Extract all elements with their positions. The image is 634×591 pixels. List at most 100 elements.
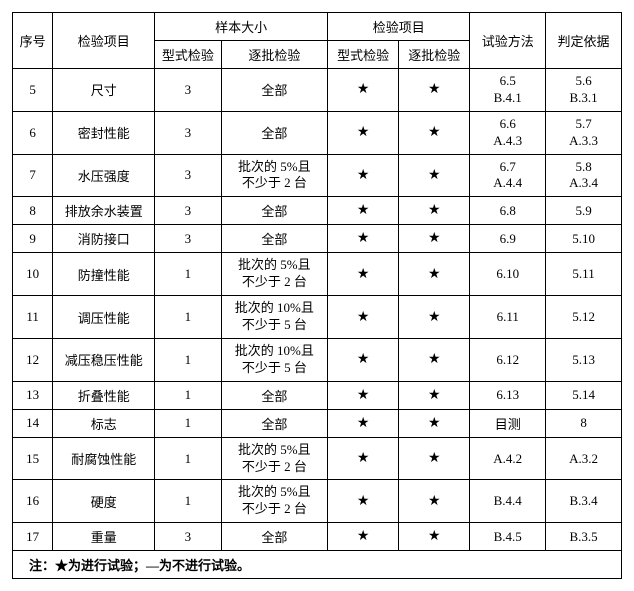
- cell-method: 目测: [470, 409, 546, 437]
- cell-basis: 5.10: [546, 225, 622, 253]
- table-row: 11调压性能1批次的 10%且不少于 5 台★★6.115.12: [13, 296, 622, 339]
- cell-method: 6.9: [470, 225, 546, 253]
- cell-ss-type: 1: [155, 338, 221, 381]
- table-row: 13折叠性能1全部★★6.135.14: [13, 381, 622, 409]
- cell-item: 减压稳压性能: [53, 338, 155, 381]
- th-seq: 序号: [13, 13, 53, 69]
- cell-ss-type: 1: [155, 253, 221, 296]
- cell-ss-type: 3: [155, 111, 221, 154]
- cell-ip-type: ★: [328, 197, 399, 225]
- cell-ip-type: ★: [328, 523, 399, 551]
- cell-seq: 6: [13, 111, 53, 154]
- cell-basis: 5.9: [546, 197, 622, 225]
- cell-ss-type: 3: [155, 225, 221, 253]
- table-header: 序号 检验项目 样本大小 检验项目 试验方法 判定依据 型式检验 逐批检验 型式…: [13, 13, 622, 69]
- cell-seq: 15: [13, 437, 53, 480]
- cell-ip-batch: ★: [399, 225, 470, 253]
- cell-ss-batch: 批次的 5%且不少于 2 台: [221, 154, 328, 197]
- cell-seq: 13: [13, 381, 53, 409]
- table-body: 5尺寸3全部★★6.5B.4.15.6B.3.16密封性能3全部★★6.6A.4…: [13, 69, 622, 551]
- cell-item: 耐腐蚀性能: [53, 437, 155, 480]
- cell-method: 6.5B.4.1: [470, 69, 546, 112]
- cell-seq: 17: [13, 523, 53, 551]
- cell-ss-type: 3: [155, 69, 221, 112]
- table-row: 10防撞性能1批次的 5%且不少于 2 台★★6.105.11: [13, 253, 622, 296]
- cell-ss-batch: 批次的 5%且不少于 2 台: [221, 437, 328, 480]
- cell-item: 硬度: [53, 480, 155, 523]
- cell-ip-type: ★: [328, 69, 399, 112]
- cell-ss-batch: 全部: [221, 523, 328, 551]
- cell-seq: 5: [13, 69, 53, 112]
- cell-seq: 14: [13, 409, 53, 437]
- cell-ss-type: 1: [155, 480, 221, 523]
- cell-ip-batch: ★: [399, 111, 470, 154]
- cell-seq: 12: [13, 338, 53, 381]
- cell-ss-batch: 批次的 5%且不少于 2 台: [221, 253, 328, 296]
- cell-seq: 7: [13, 154, 53, 197]
- cell-item: 尺寸: [53, 69, 155, 112]
- cell-ss-batch: 批次的 10%且不少于 5 台: [221, 338, 328, 381]
- cell-ip-type: ★: [328, 338, 399, 381]
- table-row: 15耐腐蚀性能1批次的 5%且不少于 2 台★★A.4.2A.3.2: [13, 437, 622, 480]
- th-ip-batch: 逐批检验: [399, 41, 470, 69]
- cell-ip-batch: ★: [399, 381, 470, 409]
- cell-ip-batch: ★: [399, 523, 470, 551]
- th-ip-type: 型式检验: [328, 41, 399, 69]
- cell-ip-type: ★: [328, 225, 399, 253]
- cell-item: 防撞性能: [53, 253, 155, 296]
- cell-item: 排放余水装置: [53, 197, 155, 225]
- cell-basis: 5.11: [546, 253, 622, 296]
- cell-ss-batch: 全部: [221, 69, 328, 112]
- cell-ss-batch: 批次的 5%且不少于 2 台: [221, 480, 328, 523]
- cell-basis: 5.13: [546, 338, 622, 381]
- table-row: 8排放余水装置3全部★★6.85.9: [13, 197, 622, 225]
- cell-ss-type: 1: [155, 296, 221, 339]
- cell-method: 6.12: [470, 338, 546, 381]
- cell-basis: B.3.5: [546, 523, 622, 551]
- cell-ip-type: ★: [328, 437, 399, 480]
- cell-method: 6.13: [470, 381, 546, 409]
- cell-ip-type: ★: [328, 381, 399, 409]
- cell-ip-batch: ★: [399, 253, 470, 296]
- note-text: 注：★为进行试验；—为不进行试验。: [13, 551, 622, 579]
- cell-ss-batch: 全部: [221, 225, 328, 253]
- cell-method: A.4.2: [470, 437, 546, 480]
- cell-item: 密封性能: [53, 111, 155, 154]
- cell-method: 6.11: [470, 296, 546, 339]
- table-row: 5尺寸3全部★★6.5B.4.15.6B.3.1: [13, 69, 622, 112]
- cell-item: 折叠性能: [53, 381, 155, 409]
- cell-basis: 5.6B.3.1: [546, 69, 622, 112]
- table-row: 16硬度1批次的 5%且不少于 2 台★★B.4.4B.3.4: [13, 480, 622, 523]
- cell-ss-type: 3: [155, 523, 221, 551]
- th-ss-type: 型式检验: [155, 41, 221, 69]
- th-sample-size: 样本大小: [155, 13, 328, 41]
- cell-ip-batch: ★: [399, 69, 470, 112]
- cell-basis: 5.14: [546, 381, 622, 409]
- th-ss-batch: 逐批检验: [221, 41, 328, 69]
- cell-basis: B.3.4: [546, 480, 622, 523]
- cell-seq: 8: [13, 197, 53, 225]
- note-row: 注：★为进行试验；—为不进行试验。: [13, 551, 622, 579]
- th-inspection: 检验项目: [328, 13, 470, 41]
- cell-ss-type: 3: [155, 154, 221, 197]
- cell-ip-type: ★: [328, 154, 399, 197]
- cell-seq: 16: [13, 480, 53, 523]
- cell-basis: 5.8A.3.4: [546, 154, 622, 197]
- cell-ss-type: 1: [155, 381, 221, 409]
- cell-item: 重量: [53, 523, 155, 551]
- inspection-table: 序号 检验项目 样本大小 检验项目 试验方法 判定依据 型式检验 逐批检验 型式…: [12, 12, 622, 579]
- cell-seq: 10: [13, 253, 53, 296]
- cell-method: B.4.5: [470, 523, 546, 551]
- cell-ss-batch: 全部: [221, 409, 328, 437]
- cell-ip-type: ★: [328, 253, 399, 296]
- cell-ss-batch: 全部: [221, 381, 328, 409]
- cell-ip-type: ★: [328, 480, 399, 523]
- cell-ss-batch: 批次的 10%且不少于 5 台: [221, 296, 328, 339]
- cell-item: 消防接口: [53, 225, 155, 253]
- cell-method: 6.6A.4.3: [470, 111, 546, 154]
- cell-method: 6.7A.4.4: [470, 154, 546, 197]
- cell-basis: A.3.2: [546, 437, 622, 480]
- th-method: 试验方法: [470, 13, 546, 69]
- table-row: 17重量3全部★★B.4.5B.3.5: [13, 523, 622, 551]
- cell-ip-batch: ★: [399, 154, 470, 197]
